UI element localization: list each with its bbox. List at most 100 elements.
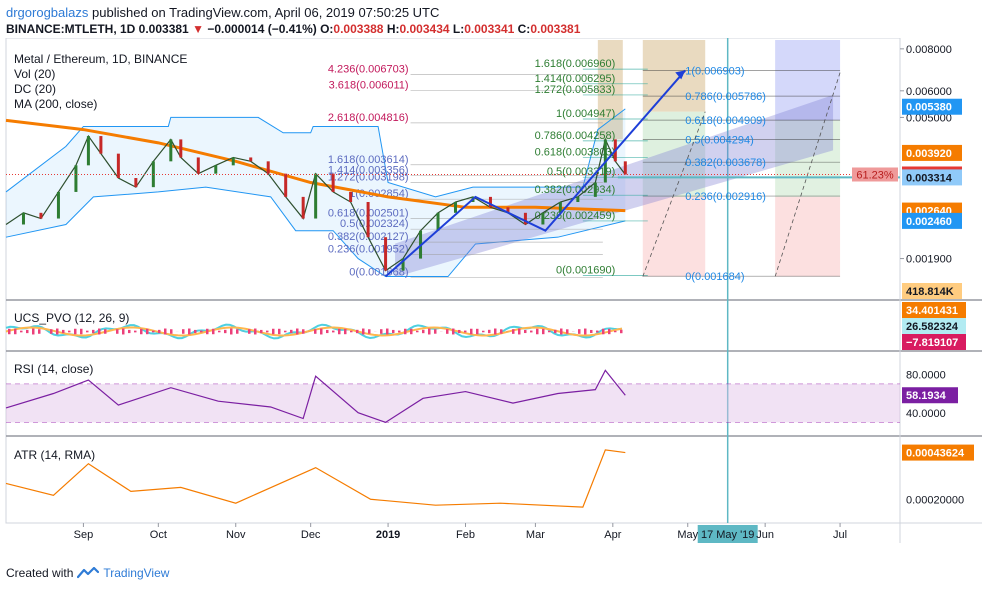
pvo-histogram-bar xyxy=(452,328,455,335)
time-axis-label: Jul xyxy=(833,529,847,541)
fib-level-label: 1(0.004947) xyxy=(556,108,615,120)
main-legend: Metal / Ethereum, 1D, BINANCE Vol (20) D… xyxy=(14,52,187,112)
price-axis-label: 0.006000 xyxy=(906,86,952,98)
pvo-histogram-bar xyxy=(20,330,23,333)
price-axis-label: 0.008000 xyxy=(906,44,952,56)
chart-area[interactable]: 4.236(0.006703) 3.618(0.006011) 2.618(0.00… xyxy=(0,37,982,558)
pvo-histogram-bar xyxy=(488,329,491,334)
pvo-histogram-bar xyxy=(560,328,563,335)
donchian-upper-line xyxy=(5,108,626,198)
atr-legend[interactable]: ATR (14, RMA) xyxy=(14,448,96,462)
price-candle xyxy=(116,153,120,179)
chart-svg[interactable]: 4.236(0.006703) 3.618(0.006011) 2.618(0.00… xyxy=(0,37,982,558)
high-label: H: xyxy=(386,22,400,36)
pvo-histogram-bar xyxy=(530,330,533,333)
pvo-histogram-bar xyxy=(86,330,89,333)
price-tag: 418.814K xyxy=(902,283,962,299)
price-candle xyxy=(301,196,305,219)
pvo-value-tag: −7.819107 xyxy=(902,334,966,350)
pvo-histogram-bar xyxy=(422,329,425,334)
pvo-histogram-bar xyxy=(416,330,419,333)
price-candle xyxy=(134,178,138,188)
open-value: 0.003388 xyxy=(333,22,384,36)
fib-level-label: 0.5(0.004294) xyxy=(685,135,754,147)
price-candle xyxy=(314,173,318,219)
pvo-histogram-bar xyxy=(392,329,395,334)
fib-retracement-pct-bg xyxy=(852,167,898,182)
pvo-histogram-bar xyxy=(158,329,161,334)
rsi-line xyxy=(5,369,626,424)
price-candle xyxy=(436,212,440,231)
pvo-histogram-bar xyxy=(62,329,65,334)
fib-zone xyxy=(775,196,841,277)
dc-legend[interactable]: DC (20) xyxy=(14,82,57,96)
pvo-histogram-bar xyxy=(128,329,131,334)
author-link[interactable]: drgorogbalazs xyxy=(6,5,89,20)
pvo-histogram-bar xyxy=(302,329,305,334)
price-candle xyxy=(169,139,173,162)
pvo-histogram-bar xyxy=(188,328,191,335)
pvo-histogram-bar xyxy=(428,328,431,335)
pvo-histogram-bar xyxy=(122,328,125,335)
main-title-legend[interactable]: Metal / Ethereum, 1D, BINANCE xyxy=(14,52,188,66)
symbol-label[interactable]: BINANCE:MTLETH, 1D xyxy=(6,22,136,36)
pvo-histogram-bar xyxy=(152,330,155,333)
pvo-legend[interactable]: UCS_PVO (12, 26, 9) xyxy=(14,311,130,325)
pvo-histogram-bar xyxy=(98,328,101,335)
pvo-histogram-bar xyxy=(350,330,353,333)
pvo-histogram-bar xyxy=(446,329,449,334)
pvo-histogram-bar xyxy=(164,328,167,335)
open-label: O: xyxy=(320,22,334,36)
close-label: C: xyxy=(517,22,531,36)
ma-legend[interactable]: MA (200, close) xyxy=(14,97,98,111)
pvo-value-tag-bg xyxy=(902,318,966,334)
price-change: −0.000014 (−0.41%) xyxy=(207,22,317,36)
ascending-channel xyxy=(395,95,834,278)
time-axis-label: Apr xyxy=(604,529,621,541)
price-tag-text: 0.003314 xyxy=(906,172,953,184)
pvo-histogram-bar xyxy=(14,328,17,335)
pvo-histogram-bar xyxy=(236,329,239,334)
atr-value-tag-text: 0.00043624 xyxy=(906,448,965,460)
time-axis-label: Nov xyxy=(226,529,246,541)
pvo-histogram-bar xyxy=(140,328,143,335)
pvo-histogram-bar xyxy=(362,328,365,335)
publish-info: published on TradingView.com, April 06, … xyxy=(92,5,440,20)
pvo-histogram-bar xyxy=(194,329,197,334)
tradingview-link[interactable]: TradingView xyxy=(103,566,170,580)
pvo-histogram-bar xyxy=(104,329,107,334)
pvo-histogram-bar xyxy=(56,328,59,335)
price-candle xyxy=(74,165,78,192)
pvo-histogram-bar xyxy=(386,328,389,335)
time-axis-label: 2019 xyxy=(376,529,400,541)
pvo-histogram-bar xyxy=(404,328,407,335)
pvo-value-tag-text: 34.401431 xyxy=(906,305,958,317)
pvo-histogram-bar xyxy=(554,329,557,334)
pvo-histogram-bar xyxy=(476,328,479,335)
time-axis-label: Jun xyxy=(756,529,774,541)
atr-value-tag: 0.00043624 xyxy=(902,444,974,461)
pvo-histogram-bar xyxy=(500,329,503,334)
fib-level-label: 0(0.001690) xyxy=(556,265,615,277)
vol-legend[interactable]: Vol (20) xyxy=(14,67,56,81)
pvo-value-tag: 26.582324 xyxy=(902,318,966,334)
pvo-value-tag-text: −7.819107 xyxy=(906,337,958,349)
chart-header: drgorogbalazs published on TradingView.c… xyxy=(6,4,976,37)
fib-level-label: 0.382(0.003678) xyxy=(685,157,766,169)
low-label: L: xyxy=(452,22,465,36)
fib-zone xyxy=(642,196,706,277)
tradingview-logo-icon xyxy=(77,567,100,579)
price-tag-text: 418.814K xyxy=(906,286,954,298)
pvo-histogram-bar xyxy=(290,329,293,334)
rsi-legend[interactable]: RSI (14, close) xyxy=(14,362,94,376)
price-candle xyxy=(453,201,457,213)
price-candle xyxy=(384,237,388,271)
pvo-histogram-bar xyxy=(230,328,233,335)
pvo-histogram-bar xyxy=(38,329,41,334)
pvo-histogram-bar xyxy=(578,329,581,334)
pvo-histogram-bar xyxy=(614,330,617,333)
time-axis-label: Oct xyxy=(150,529,167,541)
fib-level-label: 0.786(0.004258) xyxy=(535,130,616,142)
pvo-histogram-bar xyxy=(116,329,119,334)
fib-retracement-pct xyxy=(852,167,898,182)
